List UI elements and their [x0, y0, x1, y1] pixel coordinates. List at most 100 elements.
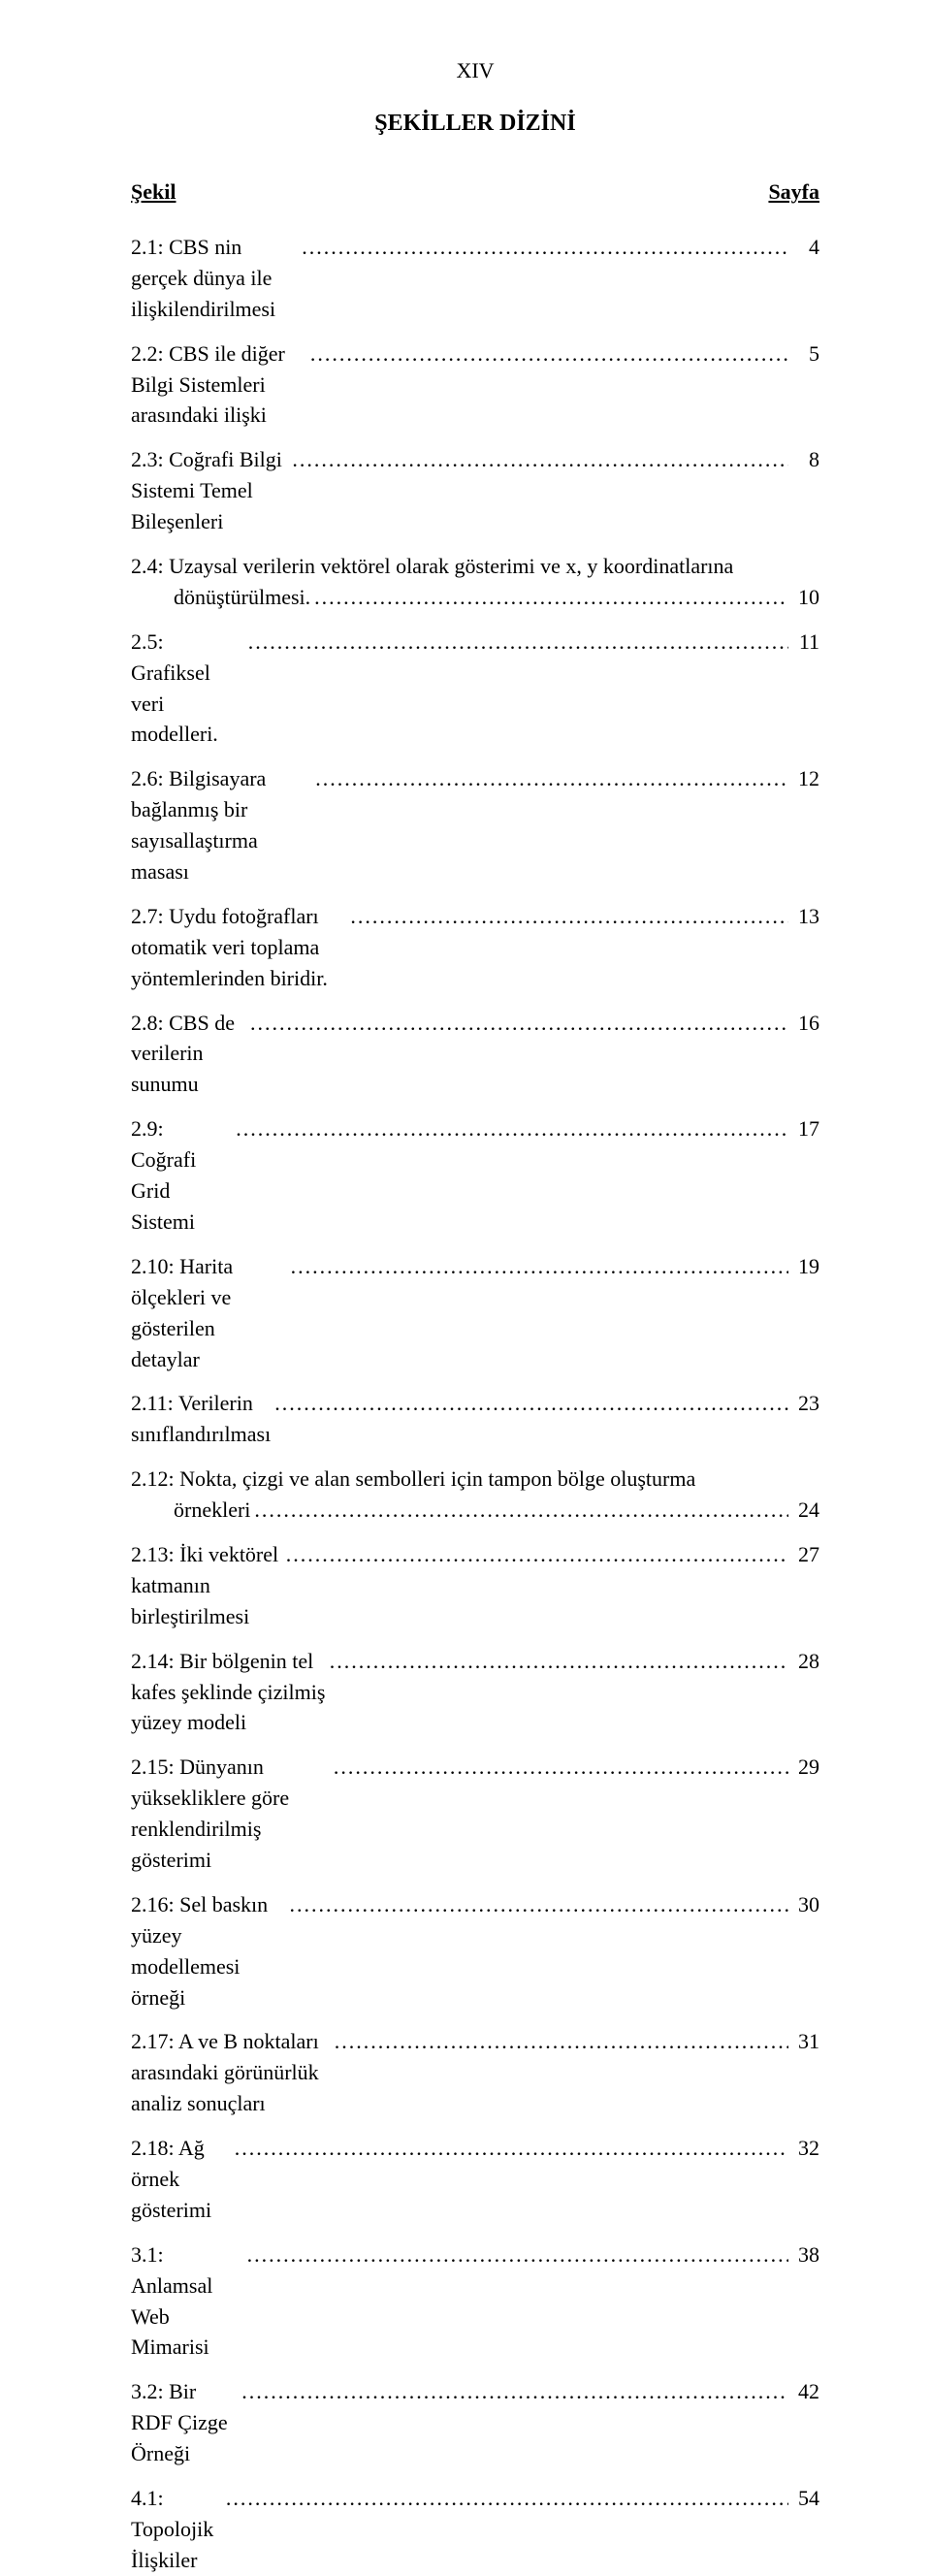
toc-entry: 4.1: Topolojik İlişkiler 54	[131, 2483, 819, 2576]
toc-leader	[235, 2133, 788, 2164]
toc-entry-text: 2.15: Dünyanın yüksekliklere göre renkle…	[131, 1752, 330, 1876]
toc-entry: 2.5: Grafiksel veri modelleri.11	[131, 627, 819, 751]
toc-leader	[330, 1646, 788, 1677]
toc-leader	[302, 232, 788, 263]
toc-entry-text: 3.2: Bir RDF Çizge Örneği	[131, 2376, 238, 2469]
toc-entry-text: 2.2: CBS ile diğer Bilgi Sistemleri aras…	[131, 338, 306, 432]
page-number: XIV	[131, 58, 819, 83]
toc-entry-line: 2.11: Verilerin sınıflandırılması23	[131, 1388, 819, 1450]
toc-entry-line: 2.16: Sel baskın yüzey modellemesi örneğ…	[131, 1889, 819, 2013]
toc-entry-text: 2.11: Verilerin sınıflandırılması	[131, 1388, 271, 1450]
toc-entry: 3.2: Bir RDF Çizge Örneği 42	[131, 2376, 819, 2469]
toc-entry: 2.15: Dünyanın yüksekliklere göre renkle…	[131, 1752, 819, 1876]
toc-entry-line: 2.10: Harita ölçekleri ve gösterilen det…	[131, 1251, 819, 1375]
toc-leader	[226, 2483, 788, 2514]
toc-entry: 3.1: Anlamsal Web Mimarisi 38	[131, 2239, 819, 2364]
toc-entry-text: 2.8: CBS de verilerin sunumu	[131, 1008, 246, 1101]
toc-entry-page: 42	[792, 2376, 819, 2407]
toc-leader	[334, 1752, 788, 1783]
toc-entry-page: 24	[792, 1495, 819, 1526]
toc-entry: 2.6: Bilgisayara bağlanmış bir sayısalla…	[131, 763, 819, 887]
toc-entry: 2.11: Verilerin sınıflandırılması23	[131, 1388, 819, 1450]
toc-entry-text: 2.7: Uydu fotoğrafları otomatik veri top…	[131, 901, 346, 994]
toc-list: 2.1: CBS nin gerçek dünya ile ilişkilend…	[131, 232, 819, 2576]
toc-entry-line: 4.1: Topolojik İlişkiler 54	[131, 2483, 819, 2576]
toc-entry-page: 29	[792, 1752, 819, 1783]
toc-leader	[291, 1251, 788, 1282]
toc-entry-text: örnekleri	[174, 1495, 250, 1526]
toc-entry-line: 2.14: Bir bölgenin tel kafes şeklinde çi…	[131, 1646, 819, 1739]
toc-entry-text: 2.17: A ve B noktaları arasındaki görünü…	[131, 2026, 331, 2119]
toc-entry-page: 4	[792, 232, 819, 263]
toc-entry-line: 2.13: İki vektörel katmanın birleştirilm…	[131, 1539, 819, 1632]
toc-entry-line: 2.9: Coğrafi Grid Sistemi 17	[131, 1113, 819, 1238]
toc-leader	[241, 2376, 788, 2407]
page-title: ŞEKİLLER DİZİNİ	[131, 111, 819, 137]
toc-entry-page: 10	[792, 582, 819, 613]
toc-entry: 2.9: Coğrafi Grid Sistemi 17	[131, 1113, 819, 1238]
toc-entry-line: 2.6: Bilgisayara bağlanmış bir sayısalla…	[131, 763, 819, 887]
toc-leader	[247, 2239, 788, 2270]
toc-entry: 2.17: A ve B noktaları arasındaki görünü…	[131, 2026, 819, 2119]
toc-entry: 2.2: CBS ile diğer Bilgi Sistemleri aras…	[131, 338, 819, 432]
toc-entry-page: 12	[792, 763, 819, 794]
toc-entry-text: 2.6: Bilgisayara bağlanmış bir sayısalla…	[131, 763, 311, 887]
toc-leader	[292, 444, 788, 475]
toc-entry-line: 2.7: Uydu fotoğrafları otomatik veri top…	[131, 901, 819, 994]
toc-entry-text: 2.16: Sel baskın yüzey modellemesi örneğ…	[131, 1889, 285, 2013]
toc-entry: 2.4: Uzaysal verilerin vektörel olarak g…	[131, 551, 819, 613]
toc-entry-page: 13	[792, 901, 819, 932]
toc-entry-page: 28	[792, 1646, 819, 1677]
toc-entry-line: 2.1: CBS nin gerçek dünya ile ilişkilend…	[131, 232, 819, 325]
toc-entry-text: 2.12: Nokta, çizgi ve alan sembolleri iç…	[131, 1464, 819, 1495]
toc-entry-line: 2.2: CBS ile diğer Bilgi Sistemleri aras…	[131, 338, 819, 432]
toc-leader	[350, 901, 788, 932]
toc-entry: 2.8: CBS de verilerin sunumu 16	[131, 1008, 819, 1101]
toc-leader	[286, 1539, 788, 1570]
toc-entry-text: 2.4: Uzaysal verilerin vektörel olarak g…	[131, 551, 819, 582]
toc-entry-page: 30	[792, 1889, 819, 1920]
toc-entry-line: 2.5: Grafiksel veri modelleri.11	[131, 627, 819, 751]
toc-leader	[236, 1113, 788, 1144]
toc-entry-text: 2.14: Bir bölgenin tel kafes şeklinde çi…	[131, 1646, 326, 1739]
toc-leader	[315, 763, 788, 794]
toc-entry-line: 2.18: Ağ örnek gösterimi 32	[131, 2133, 819, 2226]
toc-header-left: Şekil	[131, 179, 176, 205]
toc-entry: 2.7: Uydu fotoğrafları otomatik veri top…	[131, 901, 819, 994]
toc-entry-text: 2.1: CBS nin gerçek dünya ile ilişkilend…	[131, 232, 298, 325]
toc-entry: 2.13: İki vektörel katmanın birleştirilm…	[131, 1539, 819, 1632]
toc-entry-line: 2.8: CBS de verilerin sunumu 16	[131, 1008, 819, 1101]
toc-entry-text: 2.3: Coğrafi Bilgi Sistemi Temel Bileşen…	[131, 444, 288, 537]
toc-leader	[314, 582, 788, 613]
toc-entry-page: 16	[792, 1008, 819, 1039]
toc-entry-text: 4.1: Topolojik İlişkiler	[131, 2483, 222, 2576]
toc-entry-line: örnekleri 24	[131, 1495, 819, 1526]
toc-entry-text: 3.1: Anlamsal Web Mimarisi	[131, 2239, 243, 2364]
toc-entry-text: dönüştürülmesi.	[174, 582, 310, 613]
toc-header: Şekil Sayfa	[131, 179, 819, 205]
toc-header-right: Sayfa	[768, 179, 819, 205]
toc-leader	[274, 1388, 788, 1419]
toc-entry: 2.1: CBS nin gerçek dünya ile ilişkilend…	[131, 232, 819, 325]
toc-entry-page: 31	[792, 2026, 819, 2057]
document-page: XIV ŞEKİLLER DİZİNİ Şekil Sayfa 2.1: CBS…	[0, 0, 931, 1436]
toc-leader	[248, 627, 788, 658]
toc-entry-page: 32	[792, 2133, 819, 2164]
toc-entry-text: 2.10: Harita ölçekleri ve gösterilen det…	[131, 1251, 287, 1375]
toc-entry-text: 2.18: Ağ örnek gösterimi	[131, 2133, 231, 2226]
toc-entry-page: 19	[792, 1251, 819, 1282]
toc-entry-page: 38	[792, 2239, 819, 2270]
toc-entry-line: 2.3: Coğrafi Bilgi Sistemi Temel Bileşen…	[131, 444, 819, 537]
toc-entry-page: 27	[792, 1539, 819, 1570]
toc-leader	[254, 1495, 788, 1526]
toc-leader	[310, 338, 788, 370]
toc-entry-page: 54	[792, 2483, 819, 2514]
toc-entry-line: 3.1: Anlamsal Web Mimarisi 38	[131, 2239, 819, 2364]
toc-entry-page: 17	[792, 1113, 819, 1144]
toc-entry: 2.12: Nokta, çizgi ve alan sembolleri iç…	[131, 1464, 819, 1526]
toc-leader	[289, 1889, 788, 1920]
toc-entry-text: 2.9: Coğrafi Grid Sistemi	[131, 1113, 232, 1238]
toc-leader	[250, 1008, 788, 1039]
toc-entry: 2.16: Sel baskın yüzey modellemesi örneğ…	[131, 1889, 819, 2013]
toc-entry-line: 2.15: Dünyanın yüksekliklere göre renkle…	[131, 1752, 819, 1876]
